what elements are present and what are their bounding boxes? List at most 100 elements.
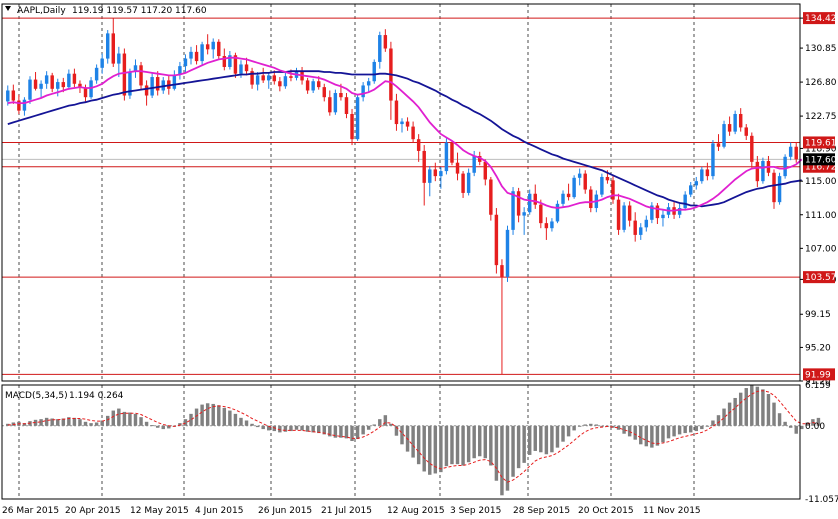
candle-body [627,205,632,221]
macd-bar [283,425,288,432]
macd-bar [639,425,643,445]
macd-bar [622,425,626,434]
candle [17,94,21,114]
symbol-dropdown-icon[interactable] [5,6,11,11]
macd-bar [250,423,254,426]
macd-bar [555,425,560,448]
candle [283,72,288,89]
candle-body [155,77,160,91]
time-tick-label: 20 Apr 2015 [65,506,121,516]
candle [505,225,510,282]
current-price-tag: 117.60 [803,153,837,166]
price-level-lines [2,17,800,375]
candle-body [489,179,493,215]
candle [444,138,449,175]
candle-body [28,79,32,100]
macd-bar [561,425,565,442]
macd-bar [494,425,499,481]
candle-body [56,82,60,89]
macd-bar [267,425,271,431]
macd-bar [111,410,115,426]
price-tick-label: 111.00 [805,211,837,221]
candle-body [738,113,743,128]
macd-bar [72,417,77,426]
candle-body [677,208,682,215]
price-tick-label: 107.00 [805,244,837,254]
macd-bar [683,425,687,434]
candle [44,71,49,89]
candle-body [333,93,338,113]
time-tick-label: 21 Jul 2015 [321,506,372,516]
candle [383,29,388,52]
macd-bar [700,425,704,430]
macd-bar [777,413,782,426]
candle [100,53,104,74]
macd-bar [439,425,443,473]
macd-bar [522,425,526,463]
candle-body [405,121,410,127]
macd-bar [155,425,160,428]
candle [133,59,138,78]
candle [72,68,77,88]
macd-bar [511,425,515,477]
candle [261,67,265,83]
candle-body [694,181,699,186]
macd-bar [378,419,382,426]
candle [278,77,282,92]
candle-body [105,33,110,59]
macd-bar [122,411,127,426]
candle-body [361,85,365,98]
price-level-tag-label: 103.57 [805,273,837,283]
candle [522,207,526,235]
macd-bar [772,402,776,426]
candle [322,83,326,102]
macd-bar [39,419,43,426]
macd-bar [794,425,798,434]
candle [200,41,204,66]
time-tick-label: 12 Aug 2015 [387,506,445,516]
macd-bar [483,425,488,459]
candle-body [261,75,265,81]
macd-bar [178,423,182,426]
price-level-tag: 119.61 [803,136,837,149]
candle-body [178,66,182,75]
price-level-tag-label: 134.42 [805,14,837,24]
macd-bar [183,419,188,426]
candle-body [650,205,654,220]
candle-body [67,73,71,88]
macd-bar [566,425,571,437]
macd-panel-border [1,384,801,500]
candle-body [716,143,721,147]
macd-bar [56,419,60,426]
macd-histogram [6,385,821,496]
macd-bar [422,425,426,472]
candle-body [422,150,426,183]
macd-bar [505,425,510,491]
candle-body [583,173,587,190]
time-tick-label: 26 Jun 2015 [258,506,312,516]
candle-body [539,204,543,224]
candle [28,76,32,104]
price-tick-label: 126.80 [805,78,837,88]
candle-body [478,155,482,162]
candle [233,52,238,78]
candle-body [516,191,521,216]
candle [217,39,221,60]
candle-body [689,185,693,195]
macd-bar [455,425,460,465]
macd-bar [600,425,604,427]
candle [411,121,415,143]
candle-body [144,85,149,96]
candle-body [350,113,354,140]
candle-body [22,99,27,111]
price-tick-label: 91.20 [805,377,831,387]
macd-bar [544,425,549,455]
candle [694,176,699,190]
chart-frame [1,3,801,500]
symbol-label[interactable]: AAPL,Daily [17,6,66,16]
macd-bar [450,425,454,465]
macd-signal [7,390,819,483]
candle-body [117,53,121,64]
candle [705,162,710,181]
candle [533,184,537,209]
